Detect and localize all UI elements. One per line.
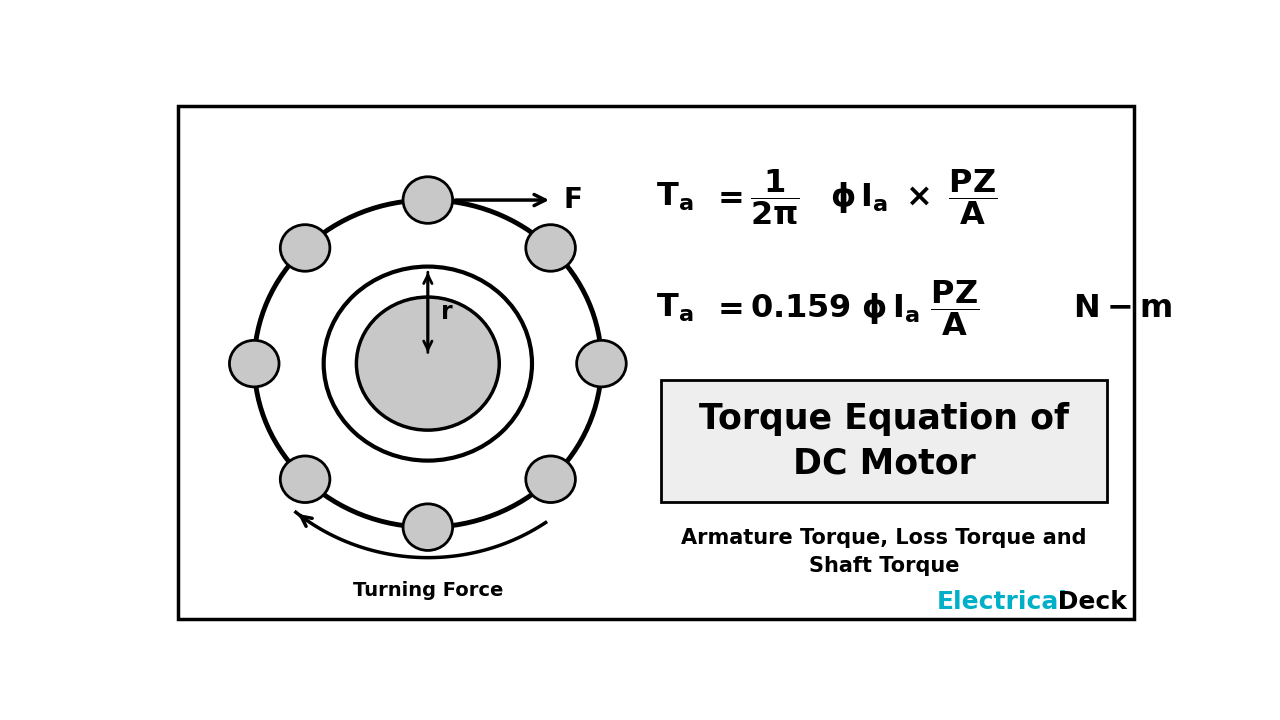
Text: Turning Force: Turning Force xyxy=(353,582,503,600)
Ellipse shape xyxy=(280,225,330,271)
Text: $\mathbf{T_a}$: $\mathbf{T_a}$ xyxy=(657,181,694,213)
Text: F: F xyxy=(563,186,582,214)
Ellipse shape xyxy=(356,297,499,430)
Text: Electrical: Electrical xyxy=(937,590,1068,614)
Ellipse shape xyxy=(255,200,602,527)
Text: r: r xyxy=(440,300,452,324)
Ellipse shape xyxy=(280,456,330,503)
Text: $\mathbf{0.159 \ \phi\, I_a \ \dfrac{PZ}{A}}$: $\mathbf{0.159 \ \phi\, I_a \ \dfrac{PZ}… xyxy=(750,278,979,338)
Text: Armature Torque, Loss Torque and
Shaft Torque: Armature Torque, Loss Torque and Shaft T… xyxy=(681,528,1087,576)
Text: $\mathbf{N - m}$: $\mathbf{N - m}$ xyxy=(1073,292,1171,324)
Ellipse shape xyxy=(526,456,576,503)
Text: $\mathbf{T_a}$: $\mathbf{T_a}$ xyxy=(657,292,694,324)
Text: $\mathbf{\phi\, I_a \ \times \ \dfrac{PZ}{A}}$: $\mathbf{\phi\, I_a \ \times \ \dfrac{PZ… xyxy=(829,167,997,228)
Ellipse shape xyxy=(403,504,453,550)
Ellipse shape xyxy=(403,177,453,223)
Ellipse shape xyxy=(324,266,532,461)
Ellipse shape xyxy=(577,341,626,387)
Text: $\mathbf{=}$: $\mathbf{=}$ xyxy=(710,181,742,213)
Bar xyxy=(660,380,1107,503)
Text: Torque Equation of
DC Motor: Torque Equation of DC Motor xyxy=(699,402,1069,481)
Text: $\mathbf{=}$: $\mathbf{=}$ xyxy=(710,292,742,324)
Text: Deck: Deck xyxy=(1050,590,1128,614)
Text: $\mathbf{\dfrac{1}{2\pi}}$: $\mathbf{\dfrac{1}{2\pi}}$ xyxy=(750,167,800,228)
Ellipse shape xyxy=(229,341,279,387)
Ellipse shape xyxy=(526,225,576,271)
